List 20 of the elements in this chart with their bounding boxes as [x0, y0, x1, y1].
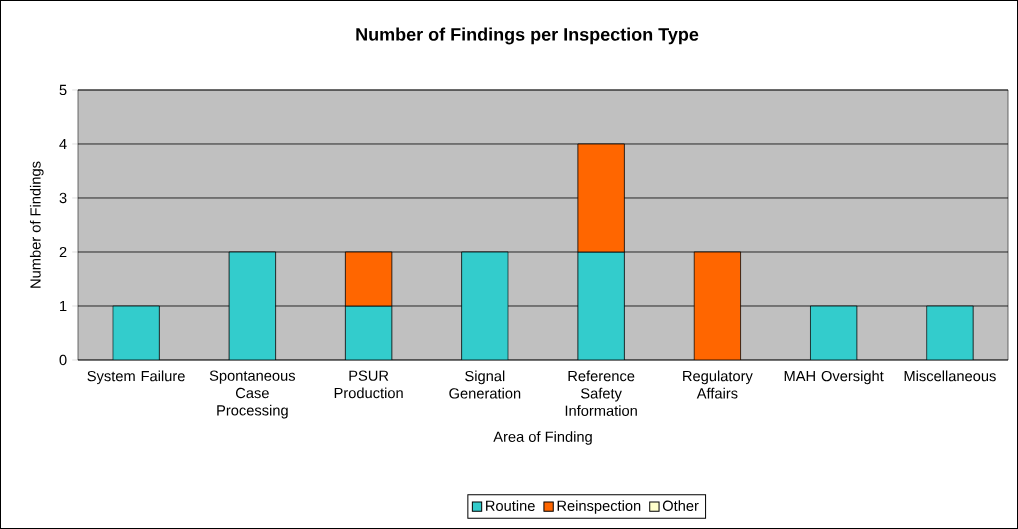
x-tick-label: Reference Safety Information: [565, 370, 637, 416]
chart-title: Number of Findings per Inspection Type: [356, 27, 699, 45]
y-tick-label: 4: [59, 138, 67, 150]
y-tick-label: 1: [60, 300, 67, 312]
y-tick-label: 0: [59, 354, 67, 366]
x-tick-label: PSUR Production: [334, 370, 403, 399]
x-tick-label: Signal Generation: [449, 370, 521, 399]
y-axis-title: Number of Findings: [29, 161, 44, 288]
legend-label: Reinspection: [557, 500, 641, 514]
legend-label: Routine: [486, 500, 535, 511]
x-tick-label: MAH Oversight: [784, 370, 884, 385]
y-tick-label: 2: [59, 246, 67, 258]
x-tick-label: Miscellaneous: [904, 370, 996, 382]
x-tick-label: Spontaneous Case Processing: [209, 370, 296, 419]
y-tick-label: 3: [59, 192, 67, 204]
x-tick-label: Regulatory Affairs: [683, 370, 753, 399]
x-tick-label: System Failure: [87, 370, 185, 385]
x-axis-title: Area of Finding: [493, 431, 592, 445]
legend-label: Other: [662, 500, 699, 511]
y-tick-label: 5: [59, 84, 67, 96]
